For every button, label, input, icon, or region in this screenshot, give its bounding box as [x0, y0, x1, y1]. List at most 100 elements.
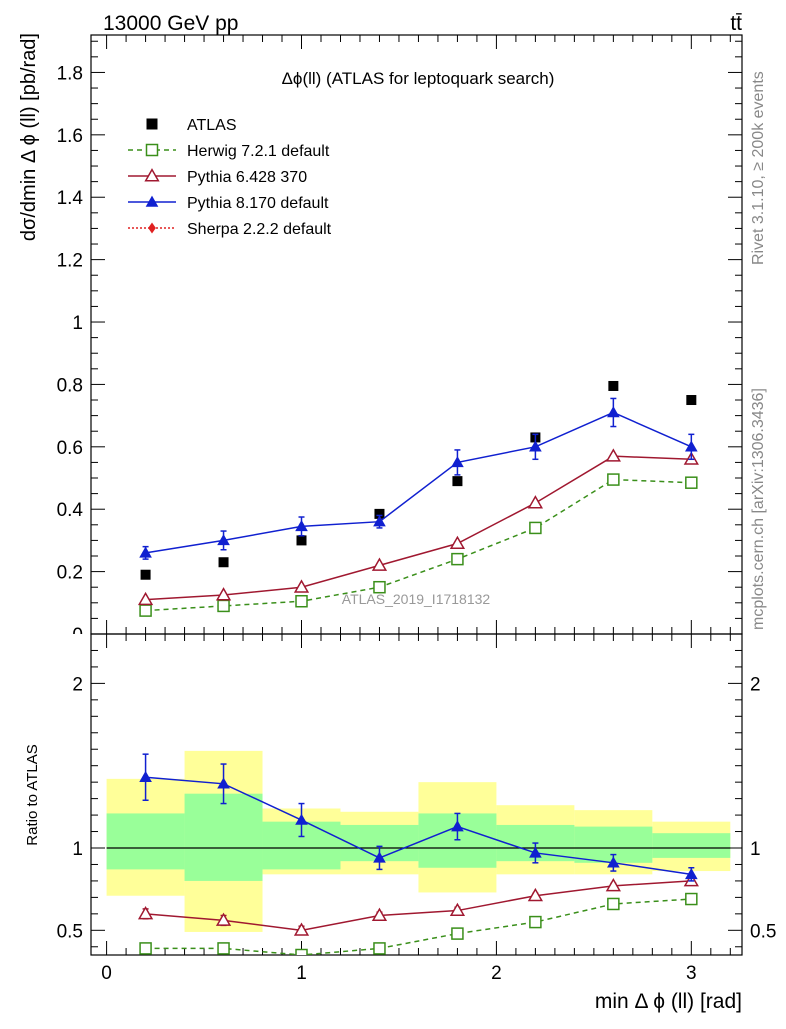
ratio-frame [90, 633, 743, 956]
series-line [145, 411, 692, 554]
legend-marker [146, 118, 158, 130]
data-point [139, 546, 152, 558]
data-point [217, 599, 230, 613]
data-point [685, 476, 698, 489]
process-label: tt̄ [730, 12, 742, 35]
mcplots-label: mcplots.cern.ch [arXiv:1306.3436] [750, 388, 767, 630]
data-point [607, 406, 620, 418]
data-point [373, 580, 386, 594]
x-tick-label: 1 [296, 963, 307, 984]
main-y-label: dσ/dmin Δ ϕ (ll) [pb/rad] [18, 33, 40, 241]
data-point [217, 777, 230, 789]
data-point [607, 897, 620, 911]
data-point [373, 851, 386, 863]
data-point [449, 902, 466, 917]
data-point [373, 515, 386, 527]
data-point [529, 915, 542, 929]
x-tick-label: 0 [101, 963, 112, 984]
x-tick-label: 2 [491, 963, 502, 984]
legend-label: Pythia 8.170 default [187, 195, 329, 212]
uncertainty-band-green [184, 793, 263, 881]
data-point [374, 508, 385, 519]
main-panel: Δϕ(ll) (ATLAS for leptoquark search) ATL… [18, 33, 743, 646]
data-point [371, 557, 388, 571]
x-axis-label: min Δ ϕ (ll) [rad] [595, 990, 742, 1013]
data-point [607, 856, 620, 868]
series-pythia-8-170-default [139, 397, 698, 560]
data-point [451, 552, 464, 566]
data-point [451, 820, 464, 832]
series-herwig-7-2-1-default [139, 473, 698, 617]
data-point [605, 448, 621, 462]
energy-label: 13000 GeV pp [103, 12, 238, 35]
y-tick-label: 0 [72, 625, 83, 646]
data-point [607, 473, 620, 486]
ratio-y-label: Ratio to ATLAS [24, 744, 41, 845]
series-line [145, 880, 692, 932]
uncertainty-band-green [106, 813, 185, 870]
y-tick-label: 1.2 [57, 251, 83, 272]
data-point [449, 535, 466, 550]
data-point [295, 520, 308, 532]
data-point [296, 535, 307, 546]
series-line [145, 898, 692, 955]
data-point [295, 948, 308, 955]
legend-label: Pythia 6.428 370 [187, 169, 307, 186]
ratio-series-herwig-7-2-1-default [139, 892, 698, 955]
y-tick-label: 1.8 [57, 63, 83, 84]
data-point [137, 906, 154, 920]
data-point [686, 395, 697, 406]
data-point [529, 846, 542, 858]
y-tick-label-right: 0.5 [750, 921, 776, 942]
data-point [452, 476, 463, 487]
data-point [529, 440, 542, 452]
data-point [217, 942, 230, 955]
data-point [685, 892, 698, 906]
y-tick-label: 0.5 [57, 921, 83, 942]
data-point [139, 604, 152, 617]
x-tick-label: 3 [686, 963, 697, 984]
y-tick-label: 1.4 [57, 188, 84, 209]
series-line [145, 455, 692, 601]
y-tick-label: 0.4 [57, 500, 84, 521]
y-tick-label: 0.8 [57, 375, 83, 396]
data-point [684, 868, 698, 880]
data-point [529, 521, 542, 535]
data-point [371, 907, 388, 921]
data-point [605, 878, 621, 892]
data-point [293, 579, 310, 593]
data-point [139, 942, 152, 955]
data-point [684, 440, 698, 452]
data-point [527, 887, 544, 902]
data-point [215, 912, 232, 926]
legend-marker [145, 143, 159, 157]
ratio-series-pythia-8-170-default [139, 753, 698, 882]
data-point [140, 569, 151, 580]
data-point [451, 456, 464, 468]
legend-marker [148, 222, 156, 234]
ratio-series-pythia-6-428-370 [137, 873, 699, 936]
data-point [608, 380, 619, 391]
rivet-label: Rivet 3.1.10, ≥ 200k events [750, 71, 767, 265]
legend-label: Sherpa 2.2.2 default [187, 221, 332, 238]
series-line [145, 478, 692, 612]
ratio-panel: Ratio to ATLAS min Δ ϕ (ll) [rad] 0.5 0.5… [24, 633, 776, 1013]
y-tick-label: 1 [72, 313, 83, 334]
data-point [139, 770, 152, 782]
y-tick-label: 0.2 [57, 563, 83, 584]
uncertainty-band-green [652, 833, 731, 858]
data-point [295, 594, 308, 608]
y-tick-label: 1 [72, 839, 83, 860]
main-title: Δϕ(ll) (ATLAS for leptoquark search) [282, 69, 555, 88]
data-point [373, 942, 386, 955]
data-point [215, 587, 232, 601]
data-point [451, 927, 464, 940]
data-point [137, 591, 154, 606]
data-point [217, 534, 230, 546]
y-tick-label: 0.6 [57, 438, 83, 459]
legend: ATLAS Herwig 7.2.1 default Pythia 6.428 37… [128, 117, 332, 238]
data-point [527, 495, 544, 509]
data-point [218, 557, 229, 568]
watermark: ATLAS_2019_I1718132 [342, 591, 491, 607]
